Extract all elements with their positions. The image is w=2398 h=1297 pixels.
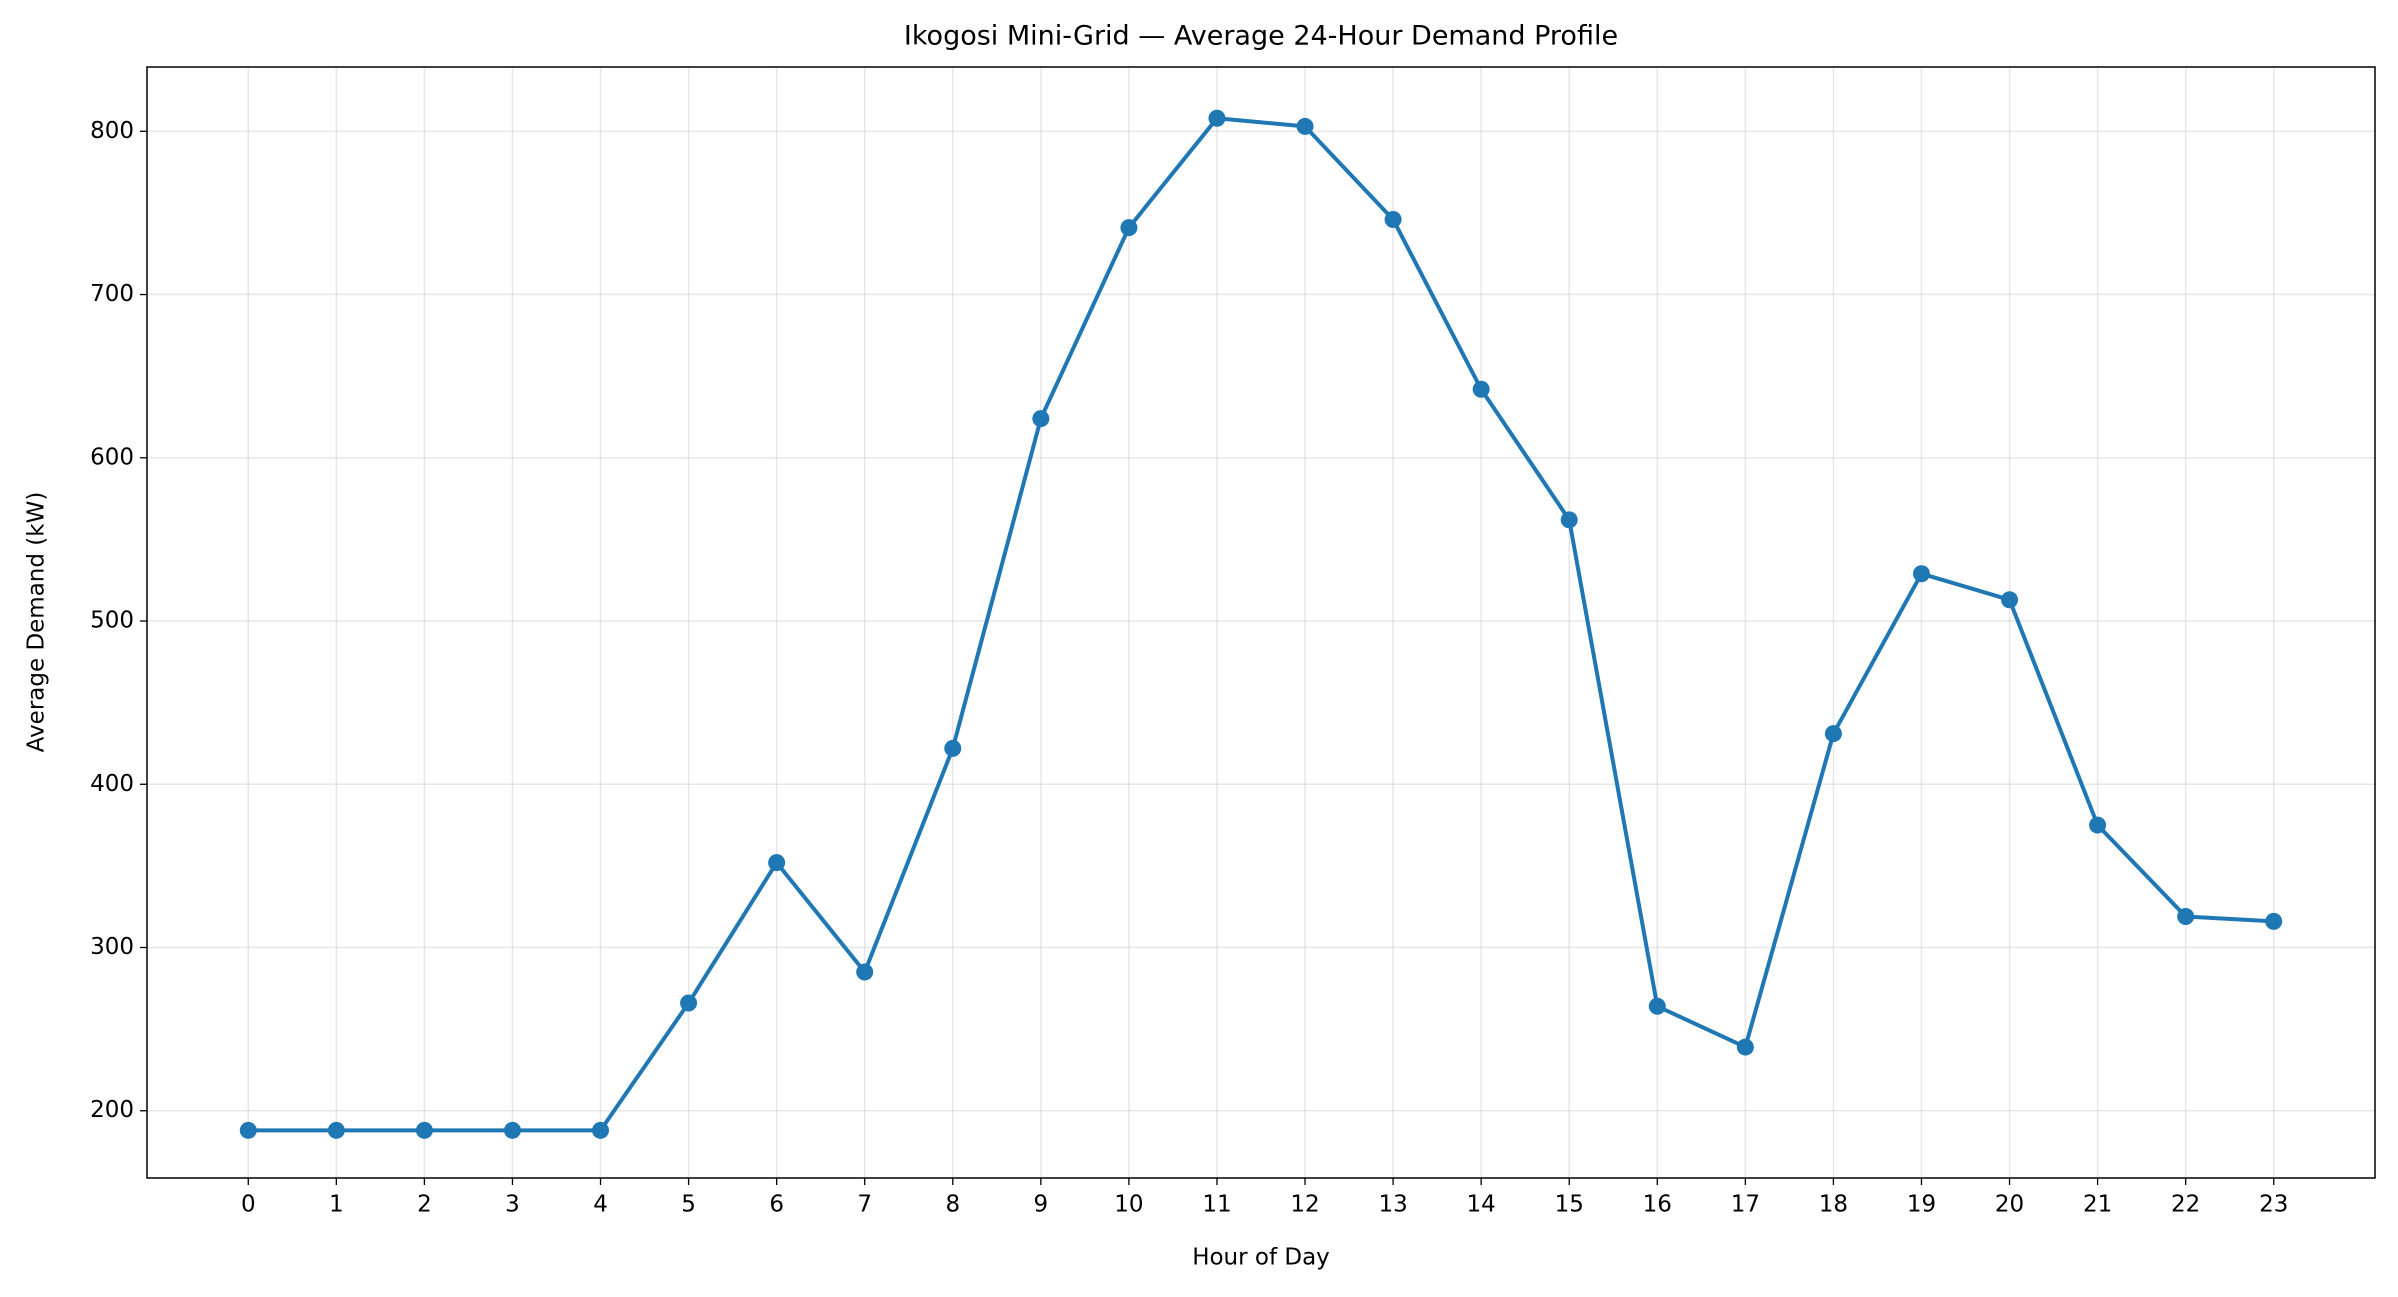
y-tick-label: 800 <box>90 118 134 144</box>
x-tick-label: 0 <box>241 1192 256 1218</box>
data-point <box>1120 219 1138 237</box>
data-point <box>2177 907 2195 925</box>
x-tick-label: 10 <box>1114 1192 1143 1218</box>
data-point <box>1824 725 1842 743</box>
x-tick-label: 3 <box>505 1192 520 1218</box>
data-point <box>239 1121 257 1139</box>
data-point <box>856 963 874 981</box>
data-point <box>1208 109 1226 127</box>
x-tick-label: 9 <box>1034 1192 1049 1218</box>
chart-title: Ikogosi Mini-Grid — Average 24-Hour Dema… <box>904 21 1618 52</box>
x-tick-label: 17 <box>1731 1192 1760 1218</box>
x-tick-label: 19 <box>1907 1192 1936 1218</box>
plot-frame <box>146 66 2376 1179</box>
data-point <box>1560 511 1578 529</box>
x-tick-label: 4 <box>593 1192 608 1218</box>
x-tick-label: 14 <box>1467 1192 1496 1218</box>
data-point <box>2001 591 2019 609</box>
data-point <box>1472 380 1490 398</box>
y-tick-label: 200 <box>90 1097 134 1123</box>
data-point <box>680 994 698 1012</box>
y-tick-label: 300 <box>90 934 134 960</box>
data-point <box>1912 565 1930 583</box>
data-point <box>1296 117 1314 135</box>
x-tick-label: 18 <box>1819 1192 1848 1218</box>
data-point <box>768 854 786 872</box>
y-tick-label: 700 <box>90 281 134 307</box>
data-point <box>327 1121 345 1139</box>
x-tick-label: 20 <box>1995 1192 2024 1218</box>
data-point <box>1736 1038 1754 1056</box>
x-tick-label: 1 <box>329 1192 344 1218</box>
x-tick-label: 12 <box>1290 1192 1319 1218</box>
x-tick-label: 22 <box>2171 1192 2200 1218</box>
data-point <box>1032 410 1050 428</box>
x-tick-label: 7 <box>857 1192 872 1218</box>
x-tick-label: 8 <box>945 1192 960 1218</box>
x-tick-label: 21 <box>2083 1192 2112 1218</box>
x-tick-label: 11 <box>1202 1192 1231 1218</box>
data-point <box>944 739 962 757</box>
x-axis-label: Hour of Day <box>1192 1245 1330 1271</box>
y-tick-label: 600 <box>90 444 134 470</box>
data-point <box>415 1121 433 1139</box>
y-axis-label: Average Demand (kW) <box>24 492 50 753</box>
data-line <box>248 116 2274 1133</box>
y-tick-label: 500 <box>90 608 134 634</box>
x-tick-label: 2 <box>417 1192 432 1218</box>
x-tick-label: 16 <box>1643 1192 1672 1218</box>
data-point <box>1648 997 1666 1015</box>
x-tick-label: 23 <box>2259 1192 2288 1218</box>
x-tick-label: 15 <box>1555 1192 1584 1218</box>
data-point <box>2089 816 2107 834</box>
data-point <box>1384 210 1402 228</box>
data-point <box>503 1121 521 1139</box>
x-tick-label: 6 <box>769 1192 784 1218</box>
x-tick-label: 5 <box>681 1192 696 1218</box>
y-tick-label: 400 <box>90 771 134 797</box>
data-point <box>2265 912 2283 930</box>
x-tick-label: 13 <box>1378 1192 1407 1218</box>
data-point <box>592 1121 610 1139</box>
